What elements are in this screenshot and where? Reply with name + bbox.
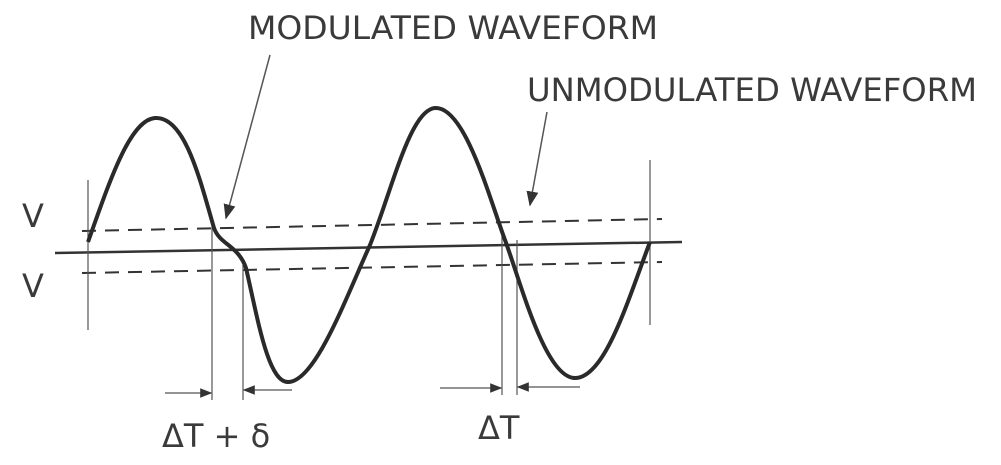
construction-lines (54, 160, 683, 400)
dimension-arrows (165, 54, 580, 398)
v-upper-label: V (22, 197, 44, 235)
delta-t-delta-label: ΔT + δ (162, 417, 270, 455)
v-lower-label: V (22, 267, 44, 305)
delta-t-label: ΔT (478, 409, 520, 447)
unmodulated-label: UNMODULATED WAVEFORM (527, 71, 977, 109)
modulated-label: MODULATED WAVEFORM (248, 9, 658, 47)
waveform (86, 105, 652, 384)
